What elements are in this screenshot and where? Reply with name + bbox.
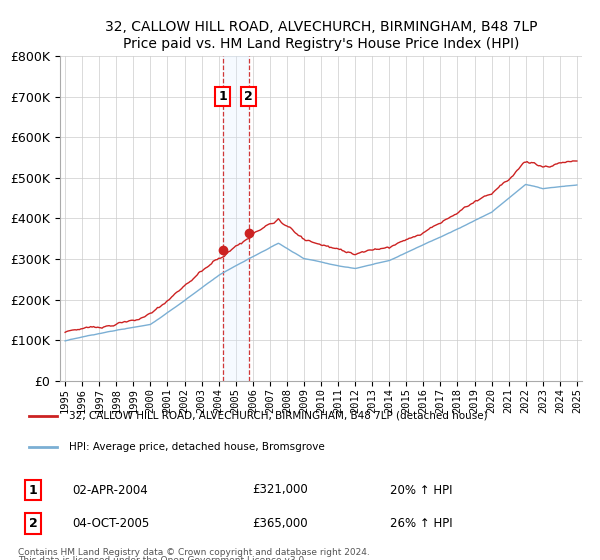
Text: 2: 2 [244,90,253,103]
Text: £365,000: £365,000 [252,517,308,530]
Text: 32, CALLOW HILL ROAD, ALVECHURCH, BIRMINGHAM, B48 7LP (detached house): 32, CALLOW HILL ROAD, ALVECHURCH, BIRMIN… [69,411,487,421]
Text: HPI: Average price, detached house, Bromsgrove: HPI: Average price, detached house, Brom… [69,442,325,451]
Text: 1: 1 [29,483,37,497]
Text: £321,000: £321,000 [252,483,308,497]
Text: 20% ↑ HPI: 20% ↑ HPI [390,483,452,497]
Text: This data is licensed under the Open Government Licence v3.0.: This data is licensed under the Open Gov… [18,556,307,560]
Text: 02-APR-2004: 02-APR-2004 [72,483,148,497]
Text: 2: 2 [29,517,37,530]
Text: Contains HM Land Registry data © Crown copyright and database right 2024.: Contains HM Land Registry data © Crown c… [18,548,370,557]
Bar [223,56,248,381]
Title: 32, CALLOW HILL ROAD, ALVECHURCH, BIRMINGHAM, B48 7LP
Price paid vs. HM Land Reg: 32, CALLOW HILL ROAD, ALVECHURCH, BIRMIN… [105,21,537,50]
Text: 04-OCT-2005: 04-OCT-2005 [72,517,149,530]
Text: 26% ↑ HPI: 26% ↑ HPI [390,517,452,530]
Text: 1: 1 [218,90,227,103]
